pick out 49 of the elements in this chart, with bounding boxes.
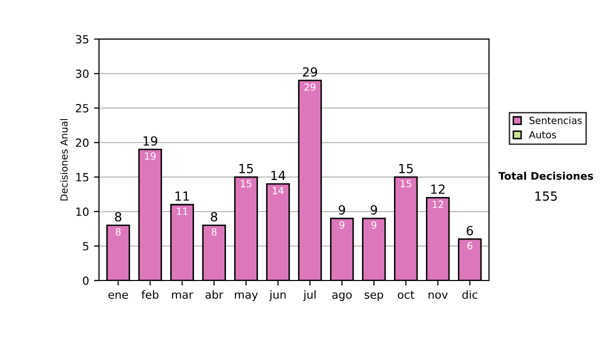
- y-tick-label: 5: [83, 242, 88, 250]
- data-label: 8: [116, 228, 121, 236]
- data-label: 8: [212, 228, 217, 236]
- x-tick-label: may: [234, 292, 258, 301]
- total-label: 19: [144, 136, 158, 146]
- total-label: 15: [399, 164, 413, 174]
- x-tick-label: ago: [332, 292, 352, 301]
- legend-label: Sentencias: [530, 116, 582, 124]
- x-tick-label: mar: [172, 292, 194, 299]
- y-tick-label: 20: [76, 138, 89, 147]
- total-label: 9: [370, 205, 378, 215]
- total-label: 6: [466, 226, 474, 236]
- legend-label: Autos: [528, 131, 556, 138]
- x-tick-label: dic: [462, 290, 478, 299]
- y-axis-title: Decisiones Anual: [60, 119, 68, 200]
- y-tick-label: 35: [76, 35, 88, 44]
- total-label: 8: [210, 212, 218, 222]
- total-label: 14: [271, 170, 286, 180]
- total-label: 8: [115, 212, 122, 222]
- y-tick-label: 25: [76, 104, 88, 112]
- total-label: 11: [176, 192, 189, 201]
- data-label: 9: [371, 221, 376, 229]
- x-tick-label: oct: [398, 290, 414, 299]
- x-tick-label: nov: [428, 292, 448, 299]
- x-tick-label: abr: [206, 290, 224, 299]
- data-label: 6: [467, 242, 472, 250]
- x-tick-label: ene: [108, 292, 128, 299]
- y-tick-label: 10: [76, 208, 89, 216]
- y-tick-label: 30: [76, 70, 89, 78]
- total-label: 29: [302, 67, 318, 77]
- data-label: 9: [339, 221, 344, 229]
- data-label: 11: [176, 208, 188, 215]
- text: 155: [535, 192, 557, 201]
- y-tick-label: 15: [76, 173, 88, 182]
- total-label: 15: [239, 164, 253, 174]
- data-label: 19: [145, 152, 156, 160]
- x-tick-label: feb: [142, 290, 158, 299]
- total-label: 12: [431, 184, 445, 194]
- data-label: 15: [400, 180, 412, 188]
- data-label: 29: [304, 83, 316, 91]
- data-label: 15: [240, 180, 252, 188]
- text: Total Decisiones: [498, 172, 594, 180]
- x-tick-label: jun: [269, 290, 286, 301]
- total-label: 9: [338, 205, 346, 215]
- data-label: 14: [272, 187, 284, 194]
- y-tick-label: 0: [82, 276, 89, 285]
- x-tick-label: sep: [364, 292, 384, 301]
- x-tick-label: jul: [303, 290, 316, 301]
- data-label: 12: [432, 200, 444, 208]
